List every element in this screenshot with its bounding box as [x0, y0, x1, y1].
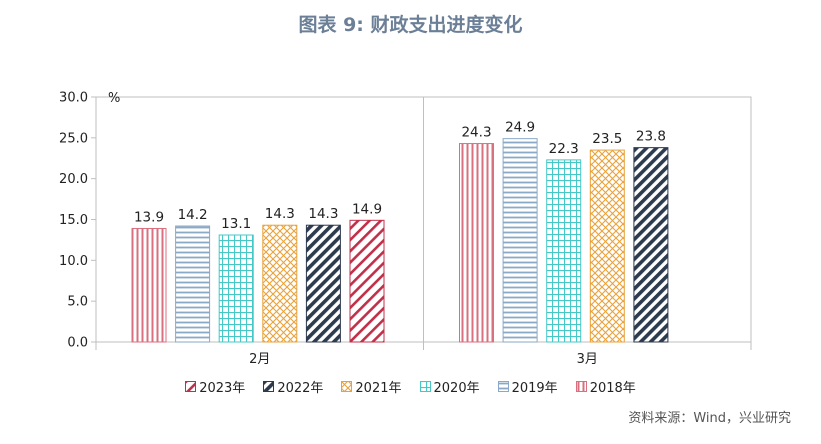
- legend-swatch: [185, 381, 197, 392]
- legend-label: 2019年: [511, 381, 558, 396]
- y-tick-label: 25.0: [59, 131, 88, 146]
- data-label: 13.9: [134, 209, 164, 225]
- x-category-label: 3月: [577, 352, 598, 367]
- y-tick-label: 30.0: [59, 91, 88, 106]
- y-tick-label: 0.0: [67, 336, 88, 351]
- y-tick-label: 10.0: [59, 254, 88, 269]
- legend-swatch: [575, 381, 587, 392]
- legend-swatch-fill: [419, 381, 431, 392]
- legend-item-2020: 2020年: [419, 377, 480, 396]
- legend-swatch-fill: [185, 381, 197, 392]
- data-label: 14.3: [265, 206, 295, 222]
- legend-item-2018: 2018年: [575, 377, 636, 396]
- legend-swatch: [263, 381, 275, 392]
- bar-2022-mar: [633, 147, 669, 343]
- y-axis-unit: %: [108, 91, 120, 106]
- bar-2021-feb: [262, 224, 298, 343]
- bar-2019-mar: [502, 138, 538, 343]
- legend-swatch: [419, 381, 431, 392]
- legend-label: 2021年: [355, 381, 402, 396]
- data-label: 24.3: [461, 125, 491, 141]
- bar-2018-feb: [131, 227, 167, 343]
- bar-2021-mar: [589, 149, 625, 343]
- legend-label: 2020年: [433, 381, 480, 396]
- legend-item-2022: 2022年: [263, 377, 323, 396]
- data-label: 14.3: [308, 206, 338, 222]
- legend-swatch-fill: [341, 381, 353, 392]
- legend-swatch-fill: [263, 381, 275, 392]
- data-label: 22.3: [549, 141, 579, 157]
- legend-swatch: [341, 381, 353, 392]
- legend-swatch-fill: [575, 381, 587, 392]
- legend-label: 2023年: [199, 381, 246, 396]
- y-tick-label: 15.0: [59, 213, 88, 228]
- bar-2023-feb: [349, 219, 385, 343]
- legend-item-2019: 2019年: [497, 377, 558, 396]
- data-label: 24.9: [505, 120, 535, 136]
- legend-swatch: [497, 381, 509, 392]
- legend-swatch-fill: [497, 381, 509, 392]
- y-tick-label: 20.0: [59, 172, 88, 187]
- legend-item-2021: 2021年: [341, 377, 402, 396]
- data-label: 23.5: [592, 131, 622, 147]
- legend-label: 2022年: [277, 381, 324, 396]
- legend-item-2023: 2023年: [185, 377, 245, 396]
- legend-label: 2018年: [589, 381, 636, 396]
- bar-2020-feb: [218, 234, 254, 343]
- y-tick-label: 5.0: [67, 295, 88, 310]
- legend: 2023年 2022年 2021年 2020年 2019年 2018年: [0, 377, 821, 396]
- data-label: 23.8: [636, 129, 666, 145]
- bar-2019-feb: [175, 225, 211, 343]
- bar-2022-feb: [305, 224, 341, 343]
- source-note: 资料来源：Wind，兴业研究: [628, 411, 791, 426]
- plot-area: 0.0 5.0 10.0 15.0 20.0 25.0 30.0 % 2月 3月 13.9 14.2 1…: [59, 91, 752, 367]
- data-label: 13.1: [221, 216, 251, 232]
- bar-2018-mar: [459, 143, 494, 343]
- data-label: 14.9: [352, 201, 382, 217]
- x-category-label: 2月: [249, 352, 270, 367]
- data-label: 14.2: [178, 207, 208, 223]
- figure-title: 图表 9: 财政支出进度变化: [298, 14, 523, 36]
- bar-2020-mar: [546, 159, 582, 343]
